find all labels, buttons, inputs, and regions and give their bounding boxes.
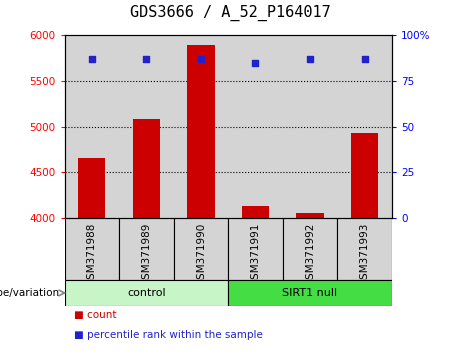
Point [361, 56, 368, 62]
Text: GSM371989: GSM371989 [142, 223, 151, 286]
Bar [283, 218, 337, 280]
Point [197, 56, 205, 62]
Bar [228, 280, 392, 306]
Bar [228, 35, 283, 218]
Bar [65, 280, 228, 306]
Text: GSM371988: GSM371988 [87, 223, 97, 286]
Bar [119, 218, 174, 280]
Bar [242, 206, 269, 218]
Point [252, 60, 259, 65]
Text: GSM371991: GSM371991 [250, 223, 260, 286]
Bar [337, 35, 392, 218]
Bar [283, 35, 337, 218]
Bar [133, 119, 160, 218]
Bar [228, 218, 283, 280]
Text: ■ count: ■ count [74, 310, 116, 320]
Bar [78, 159, 106, 218]
Bar [119, 35, 174, 218]
Bar [174, 35, 228, 218]
Bar [337, 218, 392, 280]
Bar [65, 218, 119, 280]
Text: GSM371992: GSM371992 [305, 223, 315, 286]
Bar [296, 213, 324, 218]
Text: GSM371993: GSM371993 [360, 223, 370, 286]
Text: ■ percentile rank within the sample: ■ percentile rank within the sample [74, 330, 263, 339]
Text: GSM371990: GSM371990 [196, 223, 206, 286]
Point [306, 56, 313, 62]
Bar [174, 218, 228, 280]
Text: control: control [127, 288, 165, 298]
Text: genotype/variation: genotype/variation [0, 288, 60, 298]
Point [88, 56, 95, 62]
Text: GDS3666 / A_52_P164017: GDS3666 / A_52_P164017 [130, 5, 331, 21]
Text: SIRT1 null: SIRT1 null [283, 288, 337, 298]
Bar [351, 133, 378, 218]
Point [142, 56, 150, 62]
Bar [187, 45, 214, 218]
Bar [65, 35, 119, 218]
